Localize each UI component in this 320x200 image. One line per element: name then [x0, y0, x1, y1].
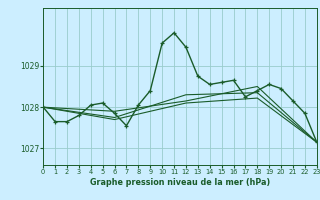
X-axis label: Graphe pression niveau de la mer (hPa): Graphe pression niveau de la mer (hPa)	[90, 178, 270, 187]
